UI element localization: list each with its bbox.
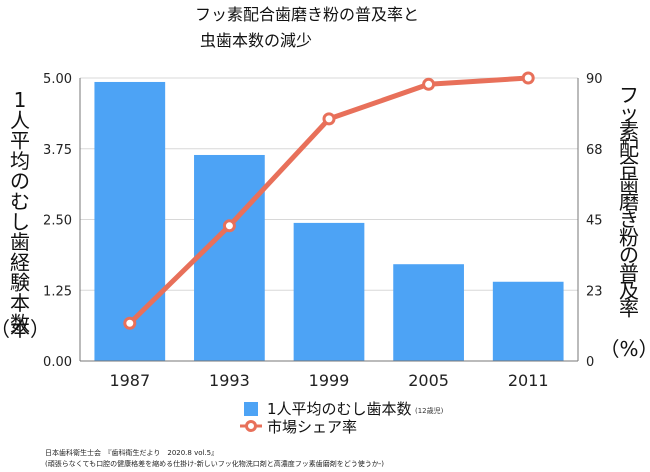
y-left-tick-label: 3.75 [43,143,72,158]
y-right-label-char: 合 [619,154,639,178]
source-line-2: (頑張らなくても口腔の健康格差を縮める仕掛け-新しいフッ化物洗口剤と高濃度フッ素… [45,459,384,468]
y-right-label-char: の [619,243,639,267]
y-left-label-char: む [10,190,30,214]
y-left-unit: （本） [0,317,50,341]
y-right-label-char: 粉 [619,225,639,249]
y-right-label-char: 配 [619,136,639,160]
x-tick-label: 2005 [408,371,449,390]
line-point [521,71,535,85]
legend-bar-swatch [244,402,258,416]
y-left-label-char: 歯 [10,230,30,254]
y-right-tick-label: 90 [586,72,603,87]
legend: 1人平均のむし歯本数 (12歳児) 市場シェア率 [240,400,444,436]
y-left-label-char: 験 [10,271,30,295]
line-series [123,71,535,330]
y-left-label-char: し [10,210,30,234]
y-right-tick-label: 68 [586,143,603,158]
x-tick-label: 1993 [209,371,250,390]
y-left-label-char: 1 [14,88,27,112]
y-left-tick-label: 1.25 [43,284,72,299]
source-line-1: 日本歯科衛生士会 『歯科衛生だより 2020.8 vol.5』 [45,448,218,457]
y-right-tick-label: 0 [586,355,594,370]
y-left-label-char: 経 [10,250,30,274]
y-left-tick-label: 0.00 [43,355,72,370]
bar-series [94,81,564,361]
y-right-axis-label: フッ素配合歯磨き粉の普及率 [619,83,639,321]
legend-bar-label: 1人平均のむし歯本数 [267,400,412,418]
chart-title-line-1: フッ素配合歯磨き粉の普及率と [195,5,419,24]
y-right-label-char: 磨 [619,190,639,214]
bar [492,281,564,361]
y-right-tick-label: 23 [586,284,603,299]
legend-line-label: 市場シェア率 [267,418,357,436]
legend-line-marker [245,420,257,432]
chart-title-line-2: 虫歯本数の減少 [200,31,312,50]
y-right-unit: （%） [599,337,650,361]
bar [94,81,166,361]
y-right-label-char: 率 [619,297,639,321]
y-left-tick-label: 2.50 [43,214,72,229]
y-left-label-char: 数 [10,311,30,335]
legend-bar-note: (12歳児) [415,406,444,415]
y-left-label-char: 平 [10,129,30,153]
x-tick-label: 1987 [109,371,150,390]
line-point [422,77,436,91]
y-left-label-char: 本 [10,291,30,315]
y-right-label-char: 普 [619,261,639,285]
y-right-label-char: 及 [619,279,639,303]
y-right-label-char: フ [619,83,639,107]
axes: 0.00 1.25 2.50 3.75 5.00 0 23 45 68 90 1987 1993 199… [43,72,603,390]
y-right-label-char: き [619,208,639,232]
bar [393,264,464,361]
y-left-tick-label: 5.00 [43,72,72,87]
y-right-tick-label: 45 [586,214,603,229]
x-tick-label: 1999 [309,371,350,390]
bar [194,154,265,361]
line-point [123,316,137,330]
x-tick-label: 2011 [508,371,549,390]
line-point [322,112,336,126]
y-left-label-char: 人 [10,108,30,132]
y-right-label-char: 歯 [619,172,639,196]
line-point [222,219,236,233]
y-right-label-char: ッ [619,101,639,125]
bar [293,222,365,361]
y-left-label-char: 均 [10,149,30,173]
y-left-label-char: の [10,169,30,193]
y-right-label-char: 素 [619,119,639,143]
